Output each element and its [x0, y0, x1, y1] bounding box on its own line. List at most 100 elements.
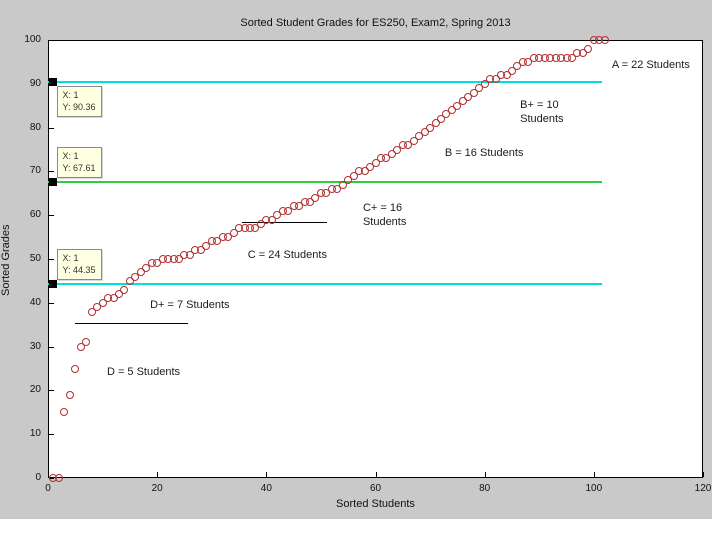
datatip-marker[interactable]	[49, 279, 58, 288]
datatip-marker[interactable]	[49, 78, 58, 87]
grade-count-annotation: B = 16 Students	[445, 146, 524, 160]
x-tick-mark	[703, 472, 704, 477]
x-tick-label: 80	[479, 483, 491, 494]
chart-title: Sorted Student Grades for ES250, Exam2, …	[240, 17, 511, 29]
grade-point	[387, 149, 396, 158]
grade-point	[371, 158, 380, 167]
grade-point	[131, 272, 140, 281]
y-tick-label: 50	[29, 253, 41, 264]
annotation-line: Students	[520, 112, 564, 125]
grade-point	[54, 474, 63, 482]
grade-point	[256, 219, 265, 228]
grade-point	[65, 390, 74, 399]
datatip-x-value: X: 1	[62, 252, 79, 263]
grade-point	[469, 88, 478, 97]
datatip-y-value: Y: 67.61	[62, 162, 96, 173]
grade-point	[382, 154, 391, 163]
grade-point	[568, 53, 576, 62]
y-tick-mark	[49, 171, 54, 173]
x-tick-mark	[266, 472, 268, 477]
annotation-line: C+ = 16	[362, 202, 403, 215]
grade-point	[393, 145, 402, 154]
grade-count-annotation: A = 22 Students	[612, 58, 690, 72]
datatip-box[interactable]: X: 1 Y: 90.36	[57, 86, 103, 118]
grade-point	[513, 62, 522, 71]
grade-cutoff-line	[48, 282, 603, 285]
annotation-line: D+ = 7 Students	[150, 298, 230, 311]
annotation-line: C = 24 Students	[247, 248, 327, 261]
grade-point	[344, 176, 353, 185]
x-tick-label: 0	[45, 483, 51, 494]
x-tick-mark	[593, 472, 595, 477]
grade-boundary-segment	[241, 221, 327, 223]
grade-count-annotation: D = 5 Students	[107, 365, 180, 379]
x-tick-mark	[484, 472, 486, 477]
matlab-figure-window: Sorted Student Grades for ES250, Exam2, …	[0, 0, 712, 519]
annotation-line: B = 16 Students	[444, 146, 524, 159]
datatip-y-value: Y: 90.36	[62, 102, 96, 113]
grade-point	[475, 84, 484, 93]
y-tick-label: 30	[29, 340, 41, 352]
grade-point	[458, 97, 467, 106]
y-tick-label: 10	[29, 428, 41, 440]
grade-point	[447, 106, 456, 115]
grade-point	[453, 101, 462, 110]
grade-point	[366, 163, 375, 172]
x-tick-mark	[48, 472, 49, 477]
y-tick-label: 80	[29, 121, 41, 133]
y-tick-label: 0	[35, 472, 41, 483]
grade-point	[311, 193, 320, 202]
grade-count-annotation: C = 24 Students	[248, 248, 327, 262]
datatip-marker[interactable]	[49, 177, 58, 186]
x-tick-label: 40	[260, 483, 272, 494]
grade-boundary-segment	[74, 322, 188, 324]
grade-point	[125, 276, 134, 285]
y-tick-mark	[49, 259, 54, 260]
grade-point	[333, 184, 342, 193]
grade-point	[175, 255, 183, 263]
grade-point	[229, 228, 238, 237]
y-tick-label: 90	[29, 77, 41, 89]
datatip-y-value: Y: 44.35	[62, 264, 96, 275]
y-tick-label: 40	[29, 296, 41, 308]
grade-point	[295, 202, 304, 211]
grade-point	[93, 303, 102, 312]
grade-point	[60, 408, 69, 417]
grade-point	[426, 123, 435, 132]
datatip-x-value: X: 1	[62, 90, 79, 101]
grade-count-annotation: C+ = 16 Students	[363, 201, 406, 229]
grade-point	[109, 294, 118, 303]
plot-area	[48, 40, 703, 478]
grade-point	[507, 66, 516, 75]
annotation-line: B+ = 10	[520, 98, 559, 111]
y-tick-mark	[49, 302, 54, 304]
grade-point	[404, 141, 413, 150]
grade-point	[71, 364, 80, 373]
x-tick-mark	[375, 472, 377, 477]
y-tick-label: 70	[29, 165, 41, 177]
y-tick-label: 60	[29, 209, 41, 221]
grade-point	[185, 250, 194, 259]
grade-point	[284, 206, 293, 215]
grade-point	[142, 263, 151, 272]
grade-point	[437, 114, 445, 123]
grade-point	[360, 167, 369, 176]
grade-point	[578, 49, 587, 58]
grade-point	[196, 246, 205, 255]
grade-point	[322, 189, 331, 198]
grade-point	[76, 342, 85, 351]
x-tick-mark	[157, 472, 159, 477]
datatip-box[interactable]: X: 1 Y: 67.61	[57, 146, 103, 178]
datatip-box[interactable]: X: 1 Y: 44.35	[57, 248, 103, 280]
y-tick-mark	[49, 434, 54, 436]
grade-point	[267, 215, 276, 224]
x-tick-label: 60	[369, 483, 382, 494]
y-tick-mark	[49, 215, 54, 217]
grade-point	[502, 71, 511, 80]
x-axis-label: Sorted Students	[336, 498, 415, 510]
annotation-line: A = 22 Students	[611, 59, 690, 72]
y-tick-mark	[49, 390, 54, 392]
y-tick-mark	[49, 346, 54, 348]
y-tick-mark	[49, 40, 54, 41]
grade-point	[480, 79, 489, 88]
